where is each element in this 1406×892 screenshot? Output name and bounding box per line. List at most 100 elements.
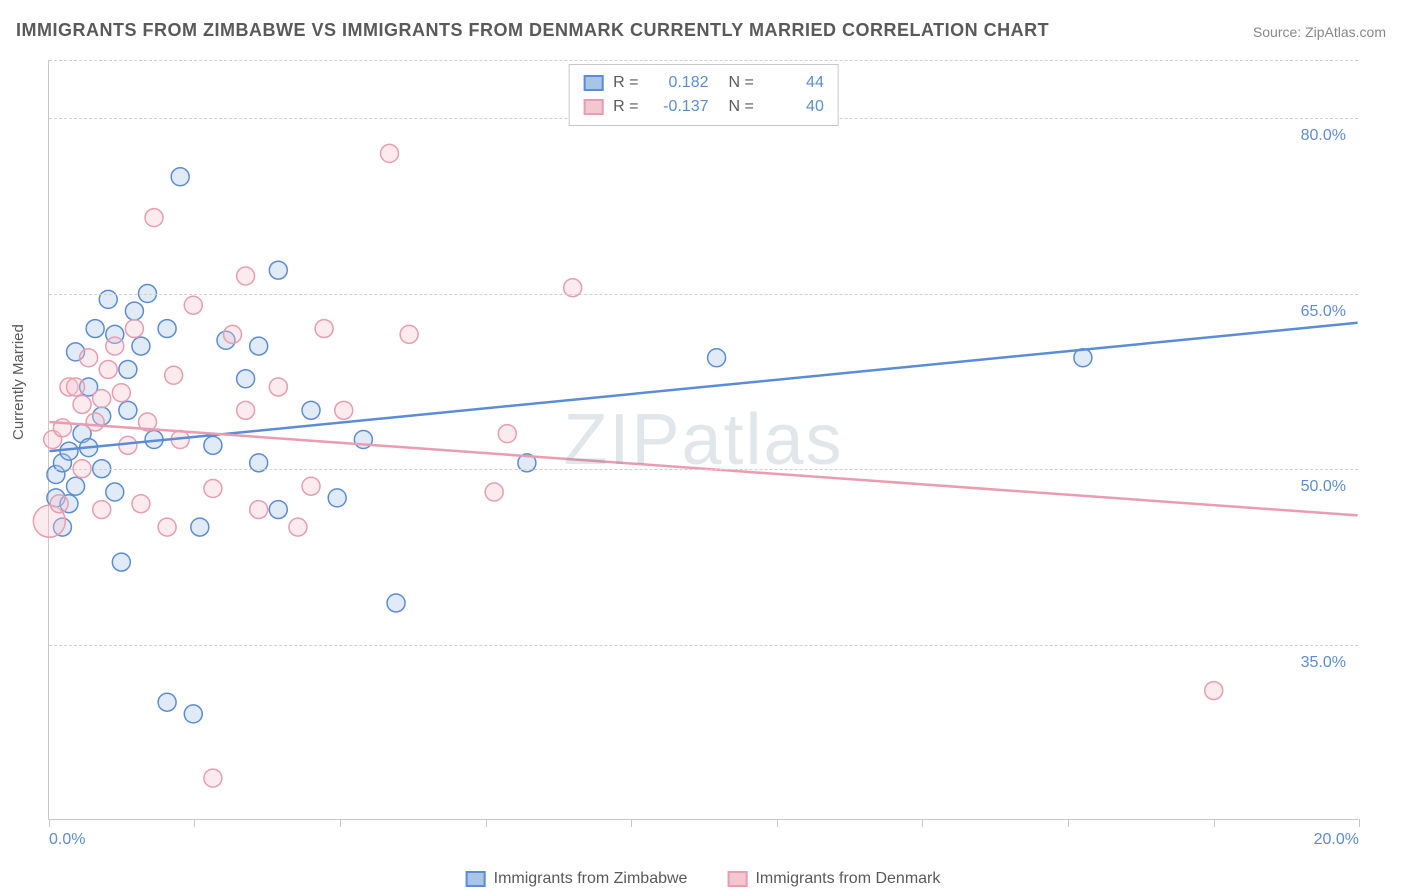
scatter-point — [400, 325, 418, 343]
series-legend: Immigrants from Zimbabwe Immigrants from… — [466, 870, 941, 888]
scatter-point — [86, 413, 104, 431]
scatter-point — [132, 495, 150, 513]
scatter-point — [237, 267, 255, 285]
legend-item-denmark: Immigrants from Denmark — [727, 870, 940, 888]
legend-row-zimbabwe: R = 0.182 N = 44 — [583, 71, 824, 95]
scatter-point — [204, 436, 222, 454]
r-value: 0.182 — [649, 71, 709, 95]
scatter-point — [145, 209, 163, 227]
scatter-point — [158, 320, 176, 338]
n-value: 44 — [764, 71, 824, 95]
scatter-point — [125, 302, 143, 320]
scatter-point — [67, 378, 85, 396]
correlation-legend: R = 0.182 N = 44 R = -0.137 N = 40 — [568, 64, 839, 126]
scatter-point — [165, 366, 183, 384]
y-axis-label: Currently Married — [10, 324, 27, 440]
x-tick-label: 20.0% — [1314, 831, 1359, 849]
gridline-h — [49, 469, 1358, 470]
n-value: 40 — [764, 95, 824, 119]
scatter-point — [387, 594, 405, 612]
x-tick-label: 0.0% — [49, 831, 85, 849]
x-tick — [631, 819, 632, 827]
scatter-point — [485, 483, 503, 501]
scatter-point — [132, 337, 150, 355]
scatter-point — [112, 384, 130, 402]
y-tick-label: 80.0% — [1301, 127, 1346, 145]
y-tick-label: 65.0% — [1301, 303, 1346, 321]
scatter-point — [125, 320, 143, 338]
scatter-svg — [49, 60, 1358, 819]
scatter-point — [269, 261, 287, 279]
scatter-point — [328, 489, 346, 507]
x-tick — [194, 819, 195, 827]
scatter-point — [171, 168, 189, 186]
y-tick-label: 50.0% — [1301, 478, 1346, 496]
scatter-point — [67, 477, 85, 495]
gridline-h — [49, 60, 1358, 61]
legend-item-zimbabwe: Immigrants from Zimbabwe — [466, 870, 688, 888]
scatter-point — [289, 518, 307, 536]
scatter-point — [269, 501, 287, 519]
scatter-point — [50, 495, 68, 513]
chart-title: IMMIGRANTS FROM ZIMBABWE VS IMMIGRANTS F… — [16, 20, 1049, 41]
scatter-point — [335, 401, 353, 419]
legend-row-denmark: R = -0.137 N = 40 — [583, 95, 824, 119]
x-tick — [1214, 819, 1215, 827]
x-tick — [922, 819, 923, 827]
x-tick — [340, 819, 341, 827]
scatter-point — [204, 769, 222, 787]
scatter-point — [302, 477, 320, 495]
scatter-point — [106, 337, 124, 355]
r-label: R = — [613, 95, 638, 119]
scatter-point — [237, 401, 255, 419]
scatter-point — [158, 518, 176, 536]
r-value: -0.137 — [649, 95, 709, 119]
legend-label: Immigrants from Denmark — [755, 870, 940, 888]
scatter-point — [80, 349, 98, 367]
scatter-point — [119, 360, 137, 378]
scatter-point — [119, 401, 137, 419]
scatter-point — [302, 401, 320, 419]
scatter-point — [237, 370, 255, 388]
scatter-point — [86, 320, 104, 338]
scatter-point — [106, 483, 124, 501]
scatter-point — [73, 395, 91, 413]
n-label: N = — [729, 95, 754, 119]
scatter-point — [60, 442, 78, 460]
x-tick — [777, 819, 778, 827]
scatter-point — [224, 325, 242, 343]
swatch-denmark — [583, 99, 603, 115]
y-tick-label: 35.0% — [1301, 654, 1346, 672]
scatter-point — [112, 553, 130, 571]
scatter-point — [158, 693, 176, 711]
gridline-h — [49, 645, 1358, 646]
legend-label: Immigrants from Zimbabwe — [494, 870, 688, 888]
swatch-zimbabwe — [583, 75, 603, 91]
n-label: N = — [729, 71, 754, 95]
scatter-point — [1205, 682, 1223, 700]
plot-area: ZIPatlas R = 0.182 N = 44 R = -0.137 N =… — [48, 60, 1358, 820]
scatter-point — [498, 425, 516, 443]
source-attribution: Source: ZipAtlas.com — [1253, 24, 1386, 40]
swatch-zimbabwe — [466, 871, 486, 887]
scatter-point — [93, 501, 111, 519]
r-label: R = — [613, 71, 638, 95]
scatter-point — [204, 480, 222, 498]
scatter-point — [381, 144, 399, 162]
scatter-point — [191, 518, 209, 536]
x-tick — [49, 819, 50, 827]
scatter-point — [93, 390, 111, 408]
scatter-point — [250, 501, 268, 519]
scatter-point — [269, 378, 287, 396]
x-tick — [1359, 819, 1360, 827]
x-tick — [1068, 819, 1069, 827]
scatter-point — [315, 320, 333, 338]
x-tick — [486, 819, 487, 827]
scatter-point — [708, 349, 726, 367]
scatter-point — [99, 360, 117, 378]
scatter-point — [184, 705, 202, 723]
chart-container: IMMIGRANTS FROM ZIMBABWE VS IMMIGRANTS F… — [0, 0, 1406, 892]
swatch-denmark — [727, 871, 747, 887]
gridline-h — [49, 294, 1358, 295]
scatter-point — [250, 337, 268, 355]
